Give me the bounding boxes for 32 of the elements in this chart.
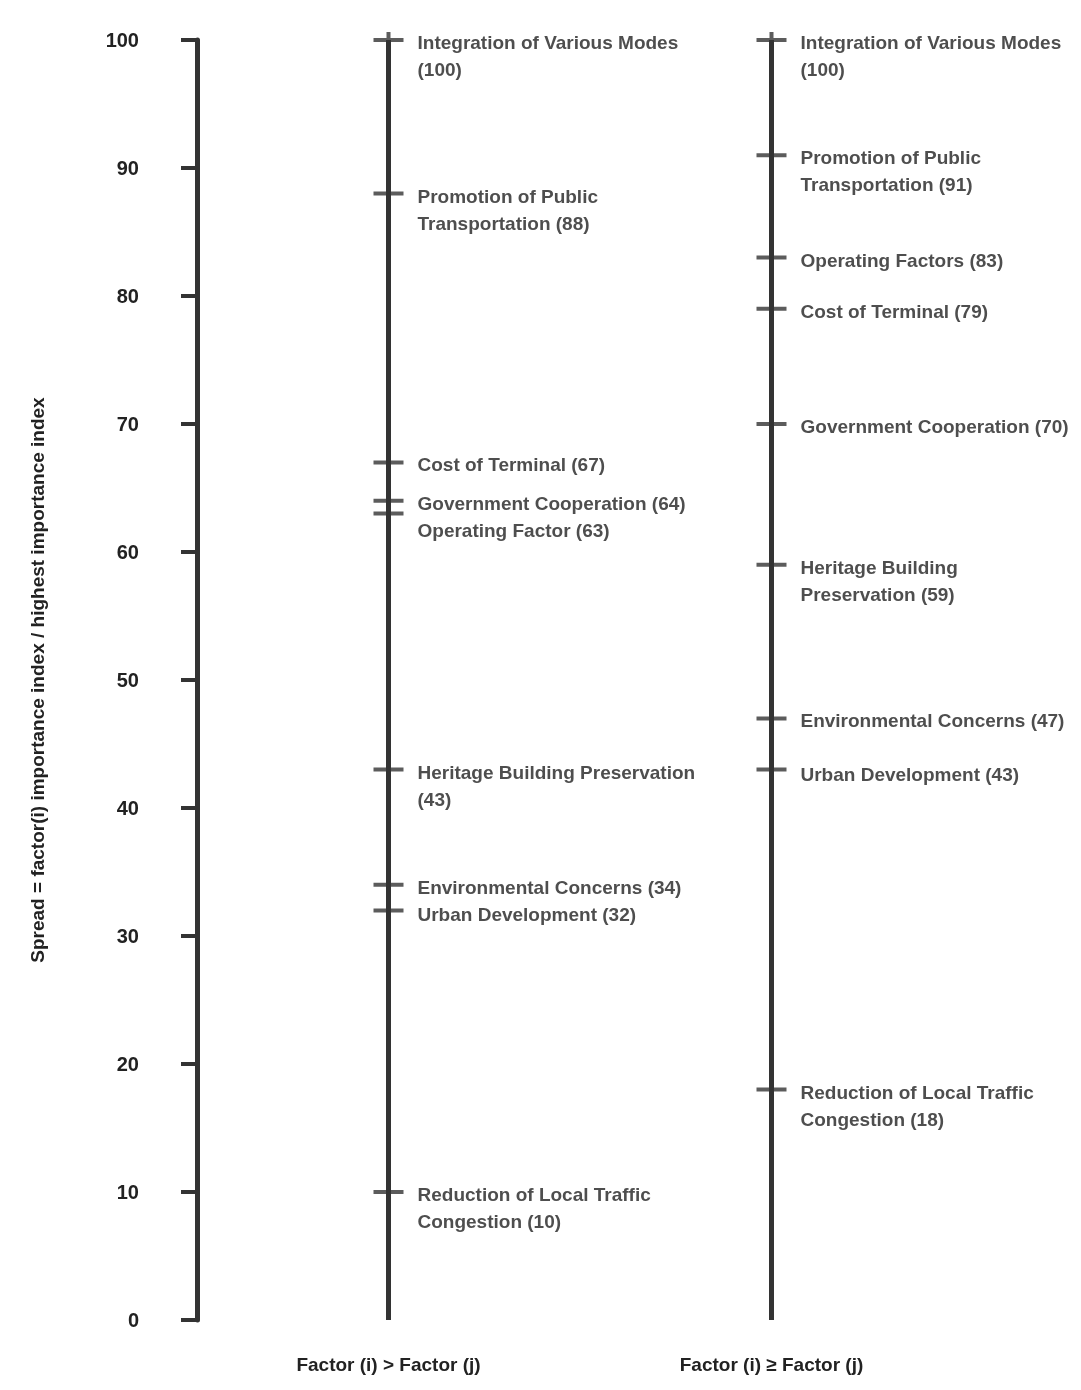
data-label: Promotion of Public Transportation (88) xyxy=(417,185,604,234)
y-tick-label: 100 xyxy=(105,29,139,51)
y-tick-label: 30 xyxy=(116,925,139,947)
y-tick-label: 40 xyxy=(116,797,139,819)
data-label: Government Cooperation (70) xyxy=(800,416,1069,437)
y-tick-label: 80 xyxy=(116,285,139,307)
data-label: Heritage Building Preservation (43) xyxy=(417,761,701,810)
data-label: Environmental Concerns (34) xyxy=(417,876,682,898)
data-label: Integration of Various Modes (100) xyxy=(800,32,1067,80)
data-label: Integration of Various Modes (100) xyxy=(417,32,684,80)
data-label: Urban Development (32) xyxy=(417,903,637,925)
x-tick-label: Factor (i) > Factor (j) xyxy=(296,1354,481,1375)
y-tick-label: 60 xyxy=(116,541,139,563)
data-label: Cost of Terminal (67) xyxy=(417,454,606,476)
y-tick-label: 50 xyxy=(116,669,139,691)
y-tick-label: 70 xyxy=(116,413,139,435)
data-label: Government Cooperation (64) xyxy=(417,492,686,514)
data-label: Cost of Terminal (79) xyxy=(800,300,989,322)
y-tick-label: 10 xyxy=(116,1181,139,1203)
data-label: Operating Factor (63) xyxy=(417,519,610,541)
data-label: Reduction of Local Traffic Congestion (18) xyxy=(800,1081,1040,1130)
data-label: Heritage Building Preservation (59) xyxy=(800,556,964,605)
data-label: Promotion of Public Transportation (91) xyxy=(800,147,987,196)
data-label: Operating Factors (83) xyxy=(800,249,1004,271)
y-tick-label: 0 xyxy=(127,1309,139,1331)
data-label: Environmental Concerns (47) xyxy=(800,710,1065,732)
data-label: Urban Development (43) xyxy=(800,764,1020,786)
y-tick-label: 20 xyxy=(116,1053,139,1075)
y-axis-title: Spread = factor(i) importance index / highest importance index xyxy=(27,396,48,963)
data-label: Reduction of Local Traffic Congestion (10) xyxy=(417,1184,657,1232)
x-tick-label: Factor (i) ≥ Factor (j) xyxy=(679,1354,864,1375)
y-tick-label: 90 xyxy=(116,157,139,179)
